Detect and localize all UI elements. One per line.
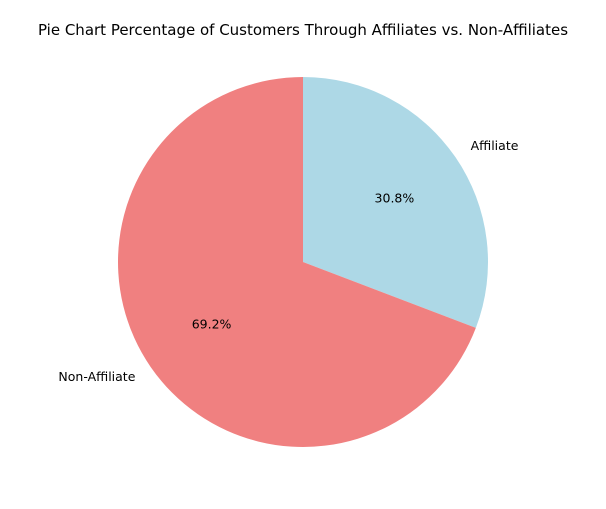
slices-layer — [118, 77, 489, 447]
pie-slice-affiliate — [303, 77, 489, 328]
slice-percent-affiliate: 30.8% — [375, 191, 415, 206]
slice-percent-non-affiliate: 69.2% — [192, 316, 232, 331]
pie-slice-non-affiliate — [118, 77, 476, 447]
slice-label-non-affiliate: Non-Affiliate — [58, 369, 135, 384]
labels-layer: Affiliate 30.8% Non-Affiliate 69.2% — [58, 138, 518, 384]
chart-title: Pie Chart Percentage of Customers Throug… — [38, 21, 568, 39]
slice-label-affiliate: Affiliate — [471, 138, 519, 153]
